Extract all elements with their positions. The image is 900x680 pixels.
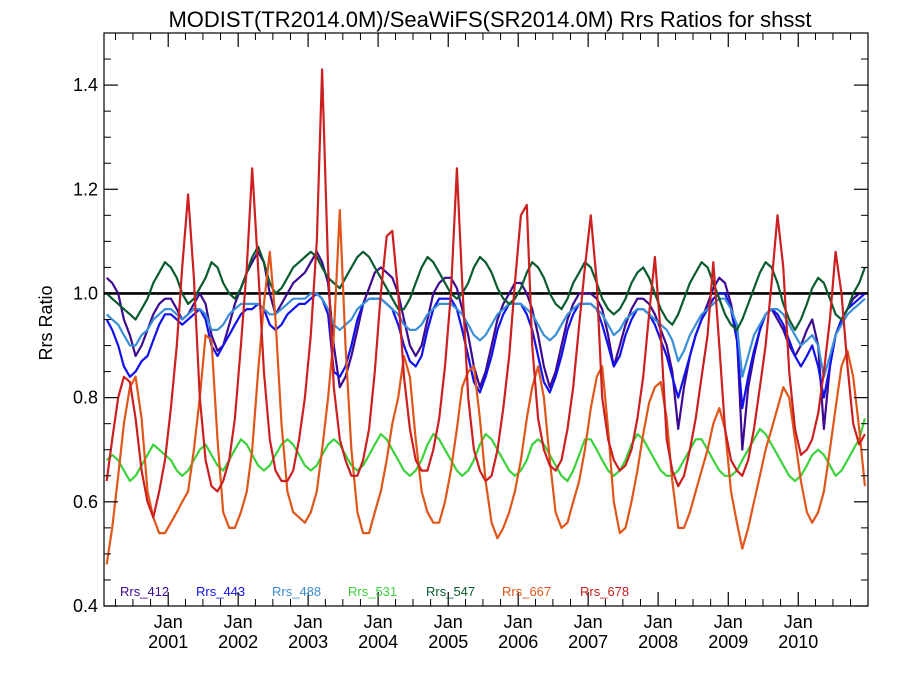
series-line-rrs-443 [105,292,866,410]
x-tick-label-year: 2010 [778,632,818,652]
x-tick-label-year: 2006 [498,632,538,652]
chart-title: MODIST(TR2014.0M)/SeaWiFS(SR2014.0M) Rrs… [168,7,811,32]
x-tick-label-year: 2009 [708,632,748,652]
legend-entry-rrs-412: Rrs_412 [120,584,169,599]
x-tick-label-month: Jan [784,612,813,632]
series-line-rrs-547 [105,245,866,331]
legend-entry-rrs-531: Rrs_531 [348,584,397,599]
x-tick-label-month: Jan [434,612,463,632]
y-tick-label: 1.2 [73,179,98,199]
plot-area [104,68,868,565]
x-tick-label-year: 2003 [288,632,328,652]
legend: Rrs_412 Rrs_443 Rrs_488 Rrs_531 Rrs_547 Rrs_6… [120,584,629,599]
y-tick-label: 0.4 [73,596,98,616]
x-tick-label-month: Jan [154,612,183,632]
legend-entry-rrs-667: Rrs_667 [502,584,551,599]
x-tick-label-year: 2005 [428,632,468,652]
x-tick-label-month: Jan [294,612,323,632]
x-tick-label-year: 2001 [148,632,188,652]
y-axis-label: Rrs Ratio [36,285,56,360]
x-tick-label-month: Jan [644,612,673,632]
legend-entry-rrs-678: Rrs_678 [580,584,629,599]
x-tick-label-month: Jan [364,612,393,632]
series-line-rrs-678 [105,68,866,519]
plot-frame [103,32,869,607]
series-line-rrs-531 [105,418,866,483]
x-tick-label-month: Jan [504,612,533,632]
axes: 0.40.60.81.01.21.4Jan2001Jan2002Jan2003J… [73,32,869,652]
x-tick-label-month: Jan [574,612,603,632]
x-tick-label-year: 2007 [568,632,608,652]
legend-entry-rrs-547: Rrs_547 [426,584,475,599]
y-tick-label: 1.0 [73,283,98,303]
x-tick-label-year: 2008 [638,632,678,652]
y-tick-label: 0.8 [73,388,98,408]
y-tick-label: 0.6 [73,492,98,512]
legend-entry-rrs-443: Rrs_443 [196,584,245,599]
x-tick-label-month: Jan [714,612,743,632]
series-line-rrs-488 [105,292,866,378]
x-tick-label-month: Jan [224,612,253,632]
x-tick-label-year: 2002 [218,632,258,652]
x-tick-label-year: 2004 [358,632,398,652]
legend-entry-rrs-488: Rrs_488 [272,584,321,599]
y-tick-label: 1.4 [73,75,98,95]
